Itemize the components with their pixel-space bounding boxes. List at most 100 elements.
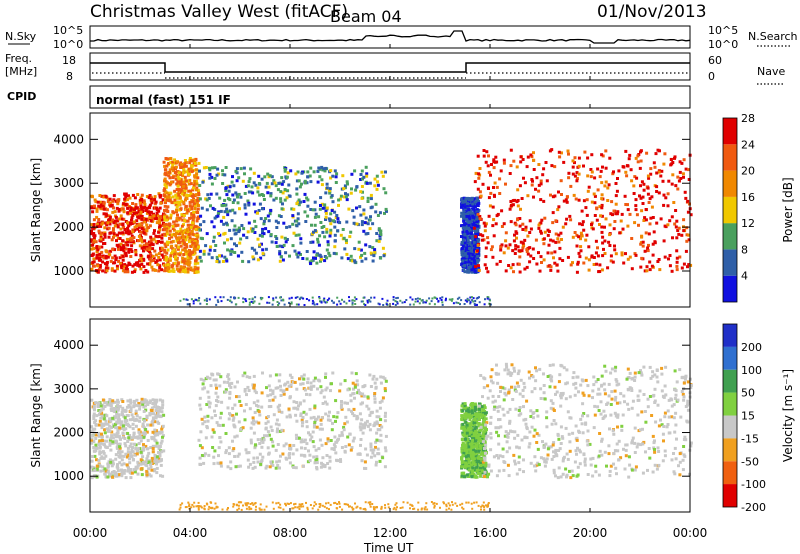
data-cell bbox=[324, 209, 328, 213]
data-cell bbox=[90, 194, 94, 198]
data-cell bbox=[189, 225, 193, 229]
data-cell bbox=[158, 221, 162, 225]
data-cell bbox=[316, 180, 320, 184]
data-cell bbox=[355, 414, 359, 418]
data-cell bbox=[325, 182, 329, 186]
data-cell bbox=[235, 228, 239, 232]
data-cell bbox=[183, 261, 187, 265]
data-cell bbox=[333, 445, 337, 449]
data-cell bbox=[116, 418, 120, 422]
data-cell bbox=[116, 233, 119, 237]
data-cell bbox=[133, 270, 137, 274]
data-cell bbox=[213, 414, 217, 417]
data-cell bbox=[365, 404, 369, 408]
freq-panel bbox=[89, 52, 691, 81]
data-cell bbox=[511, 203, 515, 207]
data-cell bbox=[305, 250, 309, 253]
data-cell bbox=[609, 254, 613, 258]
data-cell bbox=[624, 170, 628, 174]
clutter-cell bbox=[288, 301, 290, 304]
data-cell bbox=[95, 414, 99, 418]
data-cell bbox=[138, 225, 141, 229]
data-cell bbox=[247, 221, 251, 225]
data-cell bbox=[175, 258, 179, 262]
data-cell bbox=[90, 398, 94, 402]
data-cell bbox=[282, 243, 286, 247]
data-cell bbox=[561, 259, 565, 262]
data-cell bbox=[265, 416, 269, 420]
data-cell bbox=[156, 214, 160, 218]
data-cell bbox=[626, 257, 630, 261]
data-cell bbox=[171, 250, 174, 254]
data-cell bbox=[602, 247, 605, 251]
data-cell bbox=[136, 472, 140, 476]
data-cell bbox=[118, 437, 122, 441]
data-cell bbox=[110, 401, 114, 405]
data-cell bbox=[284, 240, 288, 244]
data-cell bbox=[206, 193, 210, 197]
data-cell bbox=[132, 212, 136, 215]
data-cell bbox=[269, 233, 273, 237]
data-cell bbox=[136, 193, 140, 196]
data-cell bbox=[216, 400, 220, 404]
data-cell bbox=[176, 175, 180, 179]
data-cell bbox=[333, 169, 337, 173]
data-cell bbox=[465, 204, 469, 208]
data-cell bbox=[126, 270, 130, 274]
data-cell bbox=[248, 375, 252, 379]
data-cell bbox=[192, 215, 196, 219]
data-cell bbox=[344, 415, 348, 419]
data-cell bbox=[494, 155, 498, 159]
data-cell bbox=[191, 199, 195, 203]
data-cell bbox=[600, 197, 604, 201]
data-cell bbox=[460, 214, 463, 218]
data-cell bbox=[329, 195, 333, 199]
data-cell bbox=[302, 373, 306, 377]
data-cell bbox=[366, 196, 370, 200]
data-cell bbox=[316, 378, 320, 382]
data-cell bbox=[199, 214, 203, 218]
data-cell bbox=[134, 424, 138, 428]
data-cell bbox=[132, 404, 136, 408]
data-cell bbox=[464, 253, 468, 257]
clutter-cell bbox=[259, 296, 262, 299]
clutter-cell bbox=[206, 299, 208, 302]
data-cell bbox=[94, 443, 98, 447]
data-cell bbox=[309, 166, 313, 170]
data-cell bbox=[196, 247, 200, 251]
data-cell bbox=[518, 270, 522, 274]
data-cell bbox=[550, 148, 554, 152]
data-cell bbox=[489, 173, 492, 177]
data-cell bbox=[104, 194, 108, 198]
data-cell bbox=[192, 226, 196, 230]
data-cell bbox=[577, 251, 581, 255]
data-cell bbox=[477, 264, 480, 268]
data-cell bbox=[596, 167, 600, 171]
data-cell bbox=[601, 165, 604, 169]
data-cell bbox=[384, 170, 387, 174]
data-cell bbox=[115, 434, 119, 438]
clutter-cell bbox=[405, 299, 408, 301]
data-cell bbox=[285, 196, 289, 200]
data-cell bbox=[639, 149, 643, 153]
data-cell bbox=[240, 224, 244, 227]
data-cell bbox=[532, 257, 536, 260]
data-cell bbox=[189, 167, 193, 171]
data-cell bbox=[514, 244, 518, 248]
data-cell bbox=[249, 167, 253, 171]
data-cell bbox=[357, 388, 360, 392]
data-cell bbox=[621, 227, 625, 231]
data-cell bbox=[460, 235, 463, 238]
data-cell bbox=[238, 207, 241, 211]
data-cell bbox=[262, 222, 266, 226]
data-cell bbox=[138, 222, 142, 226]
data-cell bbox=[639, 184, 642, 188]
data-cell bbox=[265, 434, 269, 438]
data-cell bbox=[336, 459, 340, 463]
data-cell bbox=[641, 244, 645, 248]
data-cell bbox=[465, 214, 469, 218]
data-cell bbox=[496, 212, 500, 216]
data-cell bbox=[539, 231, 543, 235]
data-cell bbox=[483, 263, 487, 267]
data-cell bbox=[191, 241, 195, 245]
